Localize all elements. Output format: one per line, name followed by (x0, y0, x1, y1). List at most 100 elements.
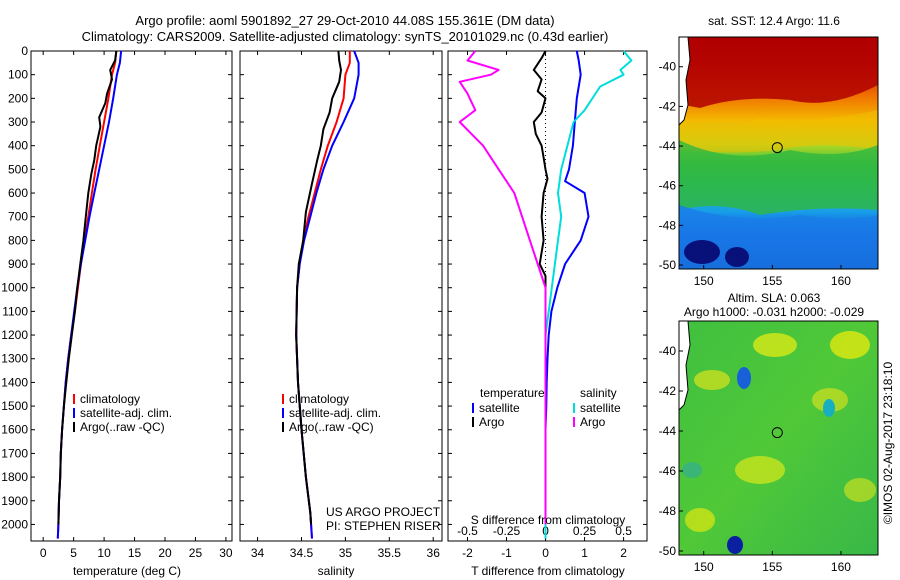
s-difference-tick-label: -0.25 (493, 524, 521, 538)
depth-tick-label: 1000 (1, 281, 28, 295)
temperature-legend-label: Argo(..raw -QC) (80, 420, 165, 434)
sla-map-xtick-label: 155 (762, 560, 782, 574)
sla-low-4 (682, 462, 702, 478)
temperature-xtick-label: 25 (189, 546, 203, 560)
salinity-xtick-label: 34 (251, 546, 265, 560)
diff-legend-label: satellite (479, 401, 520, 415)
depth-tick-label: 1700 (1, 446, 28, 460)
imos-timestamp: ©IMOS 02-Aug-2017 23:18:10 (881, 362, 895, 525)
sla-map-title-line2: Argo h1000: -0.031 h2000: -0.029 (684, 305, 864, 319)
difference-series-s-argo (458, 50, 547, 525)
temperature-xtick-label: 5 (70, 546, 77, 560)
depth-tick-label: 0 (21, 44, 28, 58)
sla-high-1 (694, 370, 730, 390)
argo-float-location-marker (771, 142, 783, 154)
diff-legend-label: satellite (580, 401, 621, 415)
depth-tick-label: 1300 (1, 352, 28, 366)
depth-tick-label: 1600 (1, 423, 28, 437)
depth-tick-label: 1800 (1, 470, 28, 484)
figure-title-line2: Climatology: CARS2009. Satellite-adjuste… (81, 29, 609, 44)
sla-map-xtick-label: 150 (694, 560, 714, 574)
depth-tick-label: 800 (8, 233, 28, 247)
sla-map-ytick-label: -42 (659, 384, 677, 398)
salinity-xtick-label: 34.5 (290, 546, 314, 560)
sst-map-xtick-label: 160 (831, 274, 851, 288)
sla-low-1 (737, 367, 751, 389)
sla-map-ytick-label: -40 (659, 344, 677, 358)
temperature-xtick-label: 0 (40, 546, 47, 560)
temperature-xtick-label: 30 (219, 546, 233, 560)
sla-land-mask (679, 321, 690, 410)
diff-legend-header-salinity: salinity (580, 386, 617, 400)
depth-tick-label: 1900 (1, 494, 28, 508)
difference-xtick-label: 2 (620, 546, 627, 560)
sla-map-frame (678, 320, 879, 556)
sla-map-ytick-label: -48 (659, 504, 677, 518)
temperature-xtick-label: 15 (128, 546, 142, 560)
sst-map-frame (678, 36, 879, 270)
diff-legend-label: Argo (580, 415, 606, 429)
salinity-xtick-label: 36 (427, 546, 441, 560)
diff-legend-header-temperature: temperature (480, 386, 545, 400)
sla-high-7 (685, 508, 715, 532)
s-difference-tick-label: -0.5 (457, 524, 478, 538)
depth-tick-label: 1200 (1, 328, 28, 342)
argo-float-location-marker-2 (771, 427, 783, 439)
difference-xtick-label: -2 (462, 546, 473, 560)
sla-map-title-line1: Altim. SLA: 0.063 (728, 291, 821, 305)
depth-tick-label: 1400 (1, 375, 28, 389)
sst-warm-band (679, 37, 878, 108)
s-difference-tick-label: 0.5 (615, 524, 632, 538)
depth-tick-label: 900 (8, 257, 28, 271)
salinity-xtick-label: 35.5 (378, 546, 402, 560)
salinity-legend-label: Argo(..raw -QC) (289, 420, 374, 434)
depth-tick-label: 700 (8, 210, 28, 224)
sst-map-ytick-label: -44 (659, 139, 677, 153)
depth-tick-label: 200 (8, 91, 28, 105)
salinity-profile-panel: 34 34.5 35 35.5 36 climatologysatellite-adj. … (239, 50, 443, 560)
depth-tick-label: 300 (8, 115, 28, 129)
depth-tick-label: 600 (8, 186, 28, 200)
sst-cold-eddy-2 (725, 247, 749, 267)
sst-map-xtick-label: 150 (694, 274, 714, 288)
difference-series-t-satellite (544, 50, 590, 539)
depth-tick-label: 400 (8, 139, 28, 153)
salinity-frame (239, 50, 443, 542)
sla-map-ytick-label: -50 (659, 544, 677, 558)
sst-frontal-band (679, 110, 878, 153)
sla-map-ytick-label: -46 (659, 464, 677, 478)
sla-low-3 (727, 536, 743, 554)
tasmania-coastline-2 (679, 321, 691, 411)
s-difference-axis-label: S difference from climatology (471, 513, 626, 527)
salinity-axis-label: salinity (318, 564, 355, 578)
sst-map-ytick-label: -42 (659, 99, 677, 113)
sla-high-6 (844, 478, 876, 502)
difference-series-t-argo (532, 50, 549, 525)
salinity-legend-label: satellite-adj. clim. (289, 406, 381, 420)
temperature-xtick-label: 10 (97, 546, 111, 560)
sla-low-2 (823, 399, 835, 417)
sst-map-ytick-label: -48 (659, 218, 677, 232)
sst-map-ytick-label: -40 (659, 60, 677, 74)
sla-high-5 (735, 456, 785, 484)
t-difference-axis-label: T difference from climatology (471, 564, 625, 578)
difference-xtick-label: 0 (542, 546, 549, 560)
depth-tick-label: 1100 (2, 304, 28, 318)
temperature-axis-label: temperature (deg C) (73, 564, 181, 578)
sla-map-ytick-label: -44 (659, 424, 677, 438)
sst-map-title: sat. SST: 12.4 Argo: 11.6 (708, 14, 840, 28)
depth-tick-label: 2000 (1, 517, 28, 531)
temperature-profile-panel: 0 5 10 15 20 25 300100200300400500600700800900… (1, 44, 233, 560)
difference-xtick-label: 1 (581, 546, 588, 560)
sst-green-band (679, 140, 878, 215)
sla-map: Altim. SLA: 0.063 Argo h1000: -0.031 h20… (659, 291, 879, 574)
temperature-legend-label: climatology (80, 392, 140, 406)
diff-legend-label: Argo (479, 415, 505, 429)
temperature-legend-label: satellite-adj. clim. (80, 406, 172, 420)
credits-pi: PI: STEPHEN RISER (326, 519, 441, 533)
salinity-legend-label: climatology (289, 392, 349, 406)
salinity-xtick-label: 35 (339, 546, 353, 560)
credits-project: US ARGO PROJECT (326, 505, 441, 519)
